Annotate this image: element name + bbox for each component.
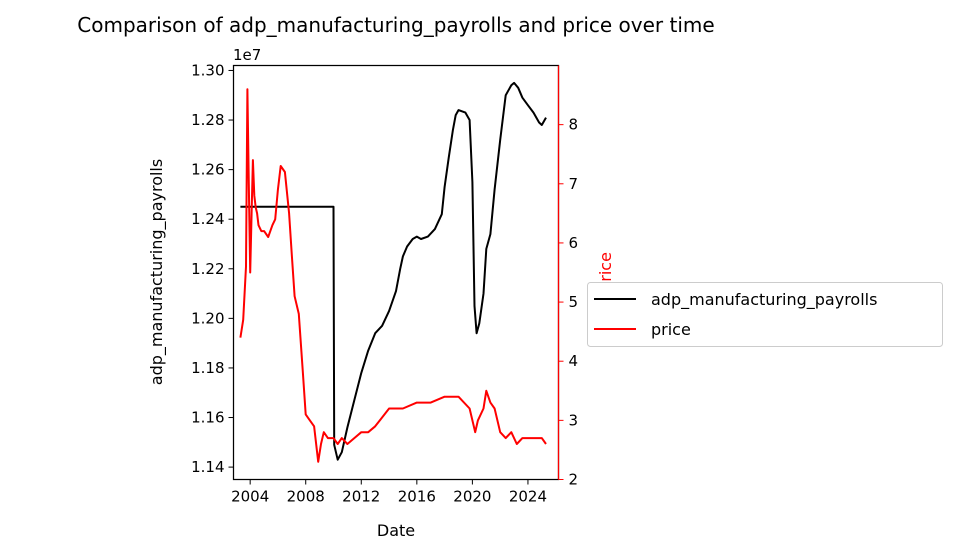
x-tick-label: 2024 (509, 488, 547, 506)
left-y-tick-label: 1.18 (191, 359, 224, 377)
x-tick-label: 2020 (453, 488, 491, 506)
right-y-axis-label: price (596, 252, 615, 292)
left-y-tick-label: 1.30 (191, 61, 224, 79)
left-y-tick-label: 1.20 (191, 309, 224, 327)
left-y-tick-label: 1.28 (191, 111, 224, 129)
series-layer (239, 81, 547, 463)
chart-title: Comparison of adp_manufacturing_payrolls… (77, 13, 714, 37)
left-y-axis: 1.14 1.16 1.18 1.20 1.22 1.24 1.26 1.28 1.30 (191, 61, 234, 476)
series-line-adp-manufacturing-payrolls (240, 81, 547, 461)
left-y-axis-label: adp_manufacturing_payrolls (147, 159, 167, 385)
left-y-tick-label: 1.22 (191, 260, 224, 278)
legend-box (587, 282, 943, 347)
left-axis-offset-label: 1e7 (233, 46, 261, 64)
x-axis-label: Date (377, 521, 415, 540)
right-y-axis: 2 3 4 5 6 7 8 (558, 116, 579, 489)
x-tick-label: 2008 (287, 488, 325, 506)
x-tick-label: 2012 (342, 488, 380, 506)
left-y-tick-label: 1.24 (191, 210, 224, 228)
series-line-price (239, 88, 547, 463)
x-tick-label: 2004 (231, 488, 269, 506)
legend-label: adp_manufacturing_payrolls (651, 290, 877, 310)
left-y-tick-label: 1.16 (191, 409, 224, 427)
left-y-tick-label: 1.26 (191, 161, 224, 179)
plot-frame (232, 64, 560, 481)
plot-area (232, 64, 560, 481)
left-y-tick-label: 1.14 (191, 458, 224, 476)
right-y-tick-label: 6 (569, 234, 579, 252)
right-y-tick-label: 5 (569, 293, 579, 311)
right-y-tick-label: 7 (569, 175, 579, 193)
legend-label: price (651, 320, 691, 339)
right-y-tick-label: 8 (569, 116, 579, 134)
right-y-tick-label: 4 (569, 352, 579, 370)
right-y-tick-label: 3 (569, 411, 579, 429)
x-tick-label: 2016 (398, 488, 436, 506)
right-y-tick-label: 2 (569, 471, 579, 489)
x-axis: 2004 2008 2012 2016 2020 2024 (231, 479, 547, 506)
